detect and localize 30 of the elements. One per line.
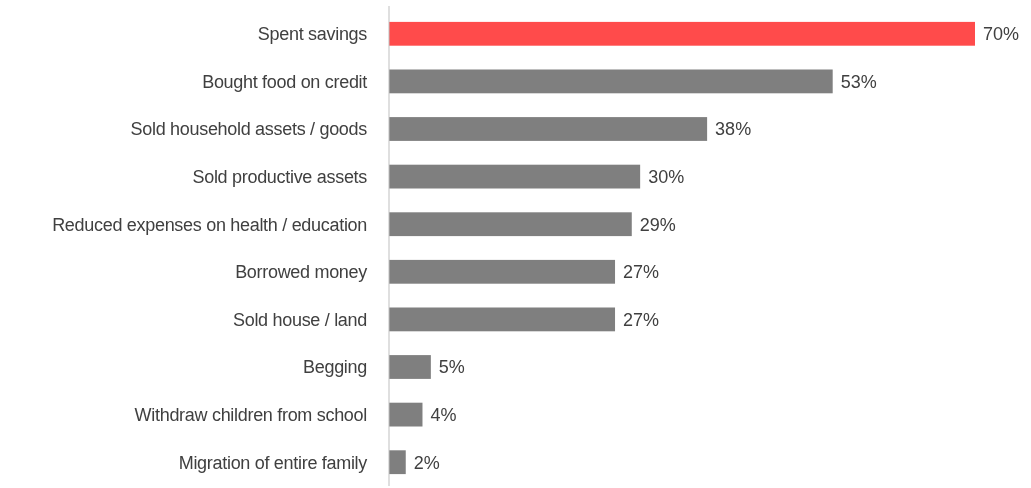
bar (389, 355, 431, 379)
y-tick-label: Migration of entire family (178, 452, 368, 473)
y-tick-label: Sold household assets / goods (130, 119, 368, 140)
data-label: 70% (983, 24, 1020, 45)
y-tick-label: Sold house / land (232, 309, 367, 330)
data-label: 29% (639, 214, 676, 235)
y-tick-label: Bought food on credit (202, 71, 368, 92)
data-label: 4% (430, 404, 457, 425)
y-tick-label: Spent savings (257, 24, 368, 45)
y-tick-label: Withdraw children from school (134, 404, 367, 425)
bar (389, 69, 833, 94)
bar (389, 259, 616, 284)
data-label: 38% (715, 119, 752, 140)
data-label: 30% (648, 166, 685, 187)
bar (389, 164, 641, 189)
y-tick-label: Sold productive assets (192, 166, 368, 187)
y-tick-label: Reduced expenses on health / education (52, 214, 367, 235)
y-tick-label: Begging (303, 357, 367, 378)
y-tick-label: Borrowed money (235, 262, 368, 283)
bar (389, 117, 708, 141)
bar (389, 307, 616, 332)
bar (389, 402, 423, 427)
bar (389, 212, 632, 237)
bar (389, 450, 406, 475)
bar (389, 21, 975, 46)
data-label: 5% (438, 357, 465, 378)
data-label: 27% (623, 262, 660, 283)
data-label: 27% (623, 309, 660, 330)
data-label: 2% (413, 452, 440, 473)
data-label: 53% (840, 71, 877, 92)
